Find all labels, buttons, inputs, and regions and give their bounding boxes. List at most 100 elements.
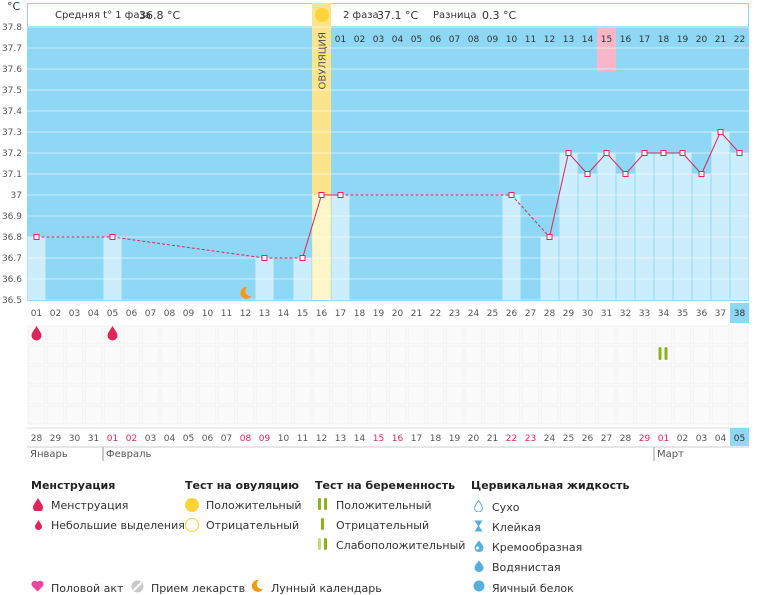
symptom-cell — [198, 405, 217, 425]
cycle-day-label: 33 — [639, 309, 650, 319]
symptom-cell — [445, 405, 464, 425]
symptom-cell — [540, 325, 559, 345]
symptom-cell — [293, 345, 312, 365]
temp-point — [299, 255, 306, 261]
symptom-cell — [616, 365, 635, 385]
temp-bar — [654, 153, 673, 300]
cycle-day-label: 04 — [88, 309, 100, 319]
symptom-cell — [350, 345, 369, 365]
date-label: 28 — [31, 434, 43, 444]
legend-pr-positive: Положительный — [336, 499, 432, 512]
temp-point — [698, 171, 705, 177]
symptom-cell — [711, 365, 730, 385]
date-label: 06 — [202, 434, 214, 444]
dpo-cell — [559, 29, 578, 46]
symptom-cell — [369, 345, 388, 365]
symptom-cell — [426, 365, 445, 385]
pregnancy-test-icon — [664, 347, 668, 360]
temp-point — [717, 129, 724, 135]
symptom-cell — [597, 365, 616, 385]
dpo-cell — [331, 29, 350, 46]
date-label: 15 — [373, 434, 384, 444]
symptom-cell — [65, 325, 84, 345]
symptom-cell — [388, 365, 407, 385]
phase1-label: Средняя t° 1 фаза — [55, 10, 151, 21]
dpo-cell — [654, 29, 673, 46]
symptom-cell — [407, 325, 426, 345]
date-label: 01 — [107, 434, 118, 444]
date-label: 22 — [506, 434, 517, 444]
cycle-day-label: 08 — [164, 309, 176, 319]
symptom-cell — [388, 405, 407, 425]
cycle-day-label: 12 — [240, 309, 251, 319]
temp-line-segment — [112, 236, 265, 259]
cycle-day-label: 03 — [69, 309, 80, 319]
temp-bar — [331, 195, 350, 300]
date-label: 12 — [316, 434, 327, 444]
dpo-cell — [369, 29, 388, 46]
dpo-cell — [578, 29, 597, 46]
legend-pr-weak: Слабоположительный — [336, 539, 466, 552]
legend-medication: Прием лекарств — [151, 582, 246, 595]
symptom-cell — [27, 345, 46, 365]
symptom-cell — [502, 325, 521, 345]
dpo-label: 16 — [620, 35, 632, 45]
cycle-day-label: 14 — [278, 309, 290, 319]
symptom-cell — [654, 365, 673, 385]
symptom-cell — [217, 365, 236, 385]
symptom-cell — [445, 365, 464, 385]
cycle-day-label: 13 — [259, 309, 270, 319]
temp-line-segment — [511, 194, 550, 238]
symptom-cell — [426, 385, 445, 405]
symptom-cell — [65, 405, 84, 425]
cycle-day-label: 18 — [354, 309, 366, 319]
date-label: 02 — [126, 434, 137, 444]
menstruation-drop-icon — [107, 326, 118, 341]
dpo-cell — [426, 29, 445, 46]
symptom-cell — [521, 405, 540, 425]
phase2-value: 37.1 °C — [377, 9, 419, 22]
date-label: 04 — [164, 434, 176, 444]
temp-point — [584, 171, 591, 177]
symptom-cell — [616, 385, 635, 405]
symptom-cell — [502, 365, 521, 385]
symptom-cell — [502, 385, 521, 405]
blood-drop-icon — [33, 498, 43, 511]
symptom-cell — [312, 365, 331, 385]
date-label: 07 — [221, 434, 232, 444]
symptom-cell — [331, 385, 350, 405]
symptom-cell — [65, 365, 84, 385]
dpo-label: 22 — [734, 35, 745, 45]
symptom-cell — [616, 405, 635, 425]
symptom-cell — [331, 345, 350, 365]
symptom-cell — [597, 345, 616, 365]
symptom-cell — [559, 405, 578, 425]
symptom-cell — [331, 405, 350, 425]
symptom-cell — [730, 385, 749, 405]
symptom-cell — [255, 325, 274, 345]
dpo-label: 15 — [601, 35, 612, 45]
temp-bar — [540, 237, 559, 300]
cycle-day-label: 19 — [373, 309, 385, 319]
symptom-cell — [312, 345, 331, 365]
current-day-cell — [730, 303, 749, 323]
date-label: 03 — [145, 434, 156, 444]
symptom-cell — [369, 325, 388, 345]
symptom-cell — [578, 385, 597, 405]
dpo-label: 04 — [392, 35, 404, 45]
symptom-cell — [217, 405, 236, 425]
cycle-day-label: 24 — [468, 309, 480, 319]
temp-point — [546, 234, 553, 240]
date-label: 03 — [696, 434, 707, 444]
symptom-cell — [160, 345, 179, 365]
moon-icon — [251, 579, 263, 592]
dpo-cell — [635, 29, 654, 46]
dpo-cell — [464, 29, 483, 46]
y-tick-label: 37.8 — [2, 23, 22, 33]
symptom-cell — [255, 385, 274, 405]
temp-line-segment — [701, 131, 721, 175]
symptom-cell — [635, 325, 654, 345]
temp-bar — [312, 195, 331, 300]
dpo-cell — [407, 29, 426, 46]
symptom-cell — [274, 405, 293, 425]
